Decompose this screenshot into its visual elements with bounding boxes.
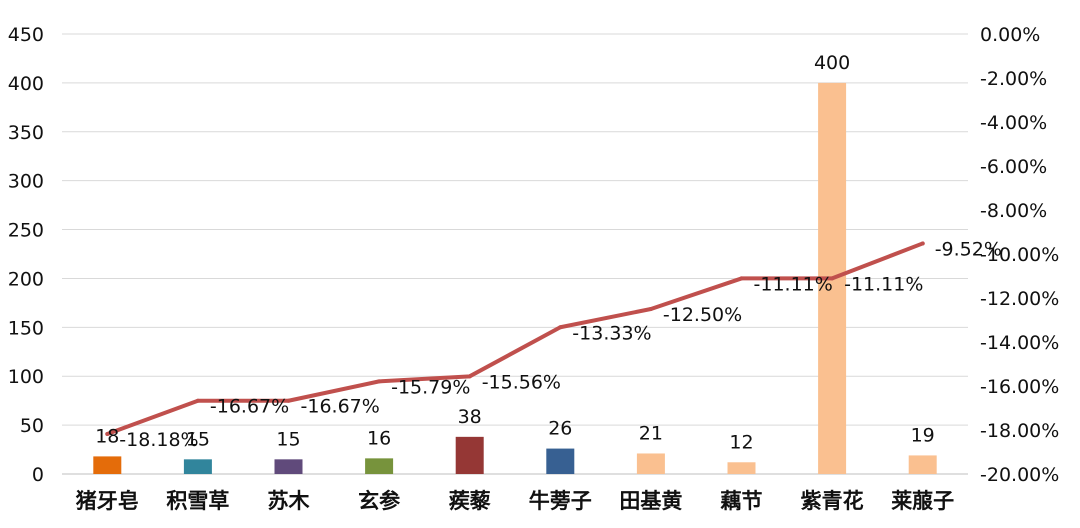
bar-value-label: 21: [639, 422, 663, 444]
left-tick-label: 400: [8, 73, 44, 95]
left-tick-label: 200: [8, 268, 44, 290]
line-point: [739, 276, 744, 281]
right-axis: -20.00% -18.00% -16.00% -14.00% -12.00% -10.0…: [980, 24, 1059, 486]
line-point: [105, 431, 110, 436]
left-tick-label: 100: [8, 366, 44, 388]
right-tick-label: -8.00%: [980, 200, 1047, 222]
bar-value-label: 400: [814, 52, 850, 74]
category-label: 莱菔子: [891, 489, 954, 513]
left-tick-label: 450: [8, 24, 44, 46]
line-value-label: -15.79%: [391, 376, 470, 398]
line-value-label: -9.52%: [935, 238, 1002, 260]
bar-value-label: 38: [458, 406, 482, 428]
line-point: [558, 325, 563, 330]
bar: [93, 456, 122, 474]
right-tick-label: -4.00%: [980, 112, 1047, 134]
bar: [636, 453, 665, 474]
line-point: [377, 379, 382, 384]
bar-value-label: 15: [276, 428, 300, 450]
category-label: 紫青花: [801, 489, 864, 513]
category-label: 猪牙皂: [75, 489, 139, 513]
gridlines: [62, 33, 968, 475]
category-label: 田基黄: [619, 489, 682, 513]
left-tick-label: 250: [8, 220, 44, 242]
left-tick-label: 50: [20, 415, 44, 437]
category-label: 藕节: [720, 489, 763, 513]
right-tick-label: -18.00%: [980, 420, 1059, 442]
data-labels: 18 15 15 16 38 26 21 12 400 19 -18.18% -16.67% -16.6…: [95, 52, 1002, 453]
line-value-label: -12.50%: [663, 304, 742, 326]
left-tick-label: 350: [8, 122, 44, 144]
bar: [727, 462, 756, 474]
line-value-label: -16.67%: [210, 396, 289, 418]
category-label: 玄参: [358, 489, 400, 513]
category-label: 牛蒡子: [529, 489, 592, 513]
bar: [908, 455, 937, 474]
line-point: [920, 241, 925, 246]
bar-value-label: 19: [911, 424, 935, 446]
bar-value-label: 18: [95, 425, 119, 447]
line-value-label: -11.11%: [754, 273, 833, 295]
line-series-path: [105, 241, 925, 436]
line-value-label: -16.67%: [301, 396, 380, 418]
bar-value-label: 26: [548, 418, 572, 440]
right-tick-label: -10.00%: [980, 244, 1059, 266]
category-label: 苏木: [268, 489, 311, 513]
line-point: [830, 276, 835, 281]
right-tick-label: -6.00%: [980, 156, 1047, 178]
bar-value-label: 12: [729, 431, 753, 453]
category-axis: 猪牙皂 积雪草 苏木 玄参 蒺藜 牛蒡子 田基黄 藕节 紫青花 莱菔子: [75, 489, 954, 513]
line-point: [195, 398, 200, 403]
right-tick-label: -20.00%: [980, 464, 1059, 486]
line-point: [467, 374, 472, 379]
left-tick-label: 0: [32, 464, 44, 486]
line-point: [286, 398, 291, 403]
line-value-label: -11.11%: [844, 273, 923, 295]
left-axis: 0 50 100 150 200 250 300 350 400 450: [8, 24, 44, 486]
bar: [274, 459, 303, 474]
bar: [546, 448, 575, 474]
right-tick-label: -14.00%: [980, 332, 1059, 354]
bar: [455, 436, 484, 474]
right-tick-label: -16.00%: [980, 376, 1059, 398]
line-value-label: -18.18%: [119, 429, 198, 451]
bar-value-label: 15: [186, 428, 210, 450]
right-tick-label: -2.00%: [980, 68, 1047, 90]
bar: [365, 458, 394, 474]
category-label: 蒺藜: [449, 489, 492, 513]
line-point: [648, 307, 653, 311]
right-tick-label: -12.00%: [980, 288, 1059, 310]
category-label: 积雪草: [166, 489, 229, 513]
bar: [183, 459, 212, 474]
right-tick-label: 0.00%: [980, 24, 1040, 46]
left-tick-label: 150: [8, 317, 44, 339]
line-series: [105, 241, 925, 436]
left-tick-label: 300: [8, 171, 44, 193]
line-value-label: -13.33%: [572, 322, 651, 344]
bar-value-label: 16: [367, 427, 391, 449]
line-value-label: -15.56%: [482, 371, 561, 393]
